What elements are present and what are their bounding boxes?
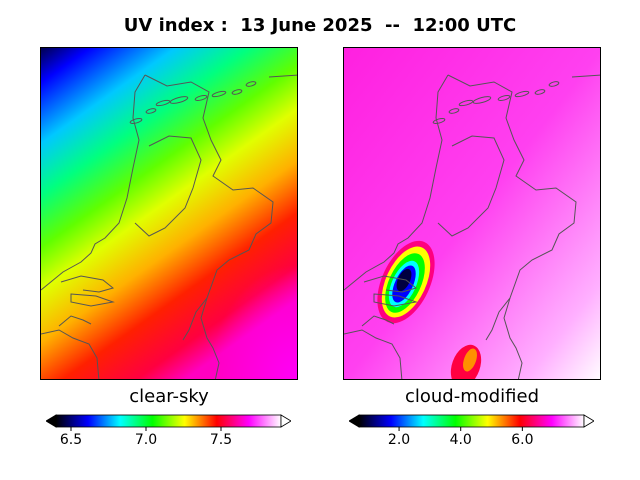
coastline-segment — [344, 329, 403, 379]
coastline-segment — [60, 275, 115, 293]
coastline-segment — [268, 74, 297, 78]
colorbar-gradient — [55, 414, 282, 428]
cloud-modified-map — [343, 47, 601, 380]
coastline-segment — [437, 135, 505, 237]
coastline-segment — [41, 329, 100, 379]
colorbar-tick-label: 2.0 — [387, 432, 411, 448]
clear-sky-colorbar — [46, 414, 291, 431]
coastline-segment — [134, 135, 202, 237]
coastline-segment — [361, 315, 395, 327]
colorbar-tick-label: 7.5 — [209, 432, 233, 448]
wadden-island — [169, 96, 189, 104]
clear-sky-coastline — [41, 74, 297, 379]
wadden-island — [194, 95, 208, 101]
wadden-island — [497, 95, 511, 101]
coastline-segment — [373, 293, 418, 307]
colorbar-extend-min — [46, 414, 57, 428]
colorbar-gradient — [358, 414, 585, 428]
colorbar-tick-label: 6.0 — [511, 432, 534, 448]
wadden-island — [458, 99, 474, 107]
coastline-segment — [344, 74, 449, 291]
colorbar-tick-label: 7.0 — [134, 432, 158, 448]
wadden-island — [231, 89, 243, 95]
wadden-island — [514, 90, 530, 98]
wadden-island — [432, 118, 446, 124]
wadden-island — [534, 89, 546, 95]
coastline-segment — [70, 293, 115, 307]
clear-sky-map — [40, 47, 298, 380]
wadden-island — [145, 108, 157, 114]
wadden-island — [548, 81, 560, 87]
colorbar-extend-min — [349, 414, 360, 428]
colorbar-tick-label: 6.5 — [59, 432, 83, 448]
wadden-island — [129, 118, 143, 124]
coastline-segment — [485, 297, 511, 341]
coastline-segment — [363, 275, 418, 293]
cloud-modified-field — [344, 48, 600, 379]
coastline-segment — [144, 74, 274, 379]
wadden-island — [448, 108, 460, 114]
wadden-island — [211, 90, 227, 98]
coastline-segment — [182, 297, 208, 341]
cloud-modified-label: cloud-modified — [404, 386, 540, 407]
colorbar-tick-label: 4.0 — [449, 432, 472, 448]
wadden-island — [155, 99, 171, 107]
cloud-modified-colorbar — [349, 414, 594, 431]
coastline-segment — [58, 315, 92, 327]
clear-sky-label: clear-sky — [129, 386, 209, 407]
wadden-island — [245, 81, 257, 87]
coastline-segment — [41, 74, 146, 291]
cloud-modified-coastline — [344, 74, 600, 379]
coastline-segment — [571, 74, 600, 78]
coastline-segment — [447, 74, 577, 379]
wadden-island — [472, 96, 492, 104]
colorbar-extend-max — [280, 414, 291, 428]
colorbar-extend-max — [583, 414, 594, 428]
figure-title: UV index : 13 June 2025 -- 12:00 UTC — [123, 15, 517, 36]
